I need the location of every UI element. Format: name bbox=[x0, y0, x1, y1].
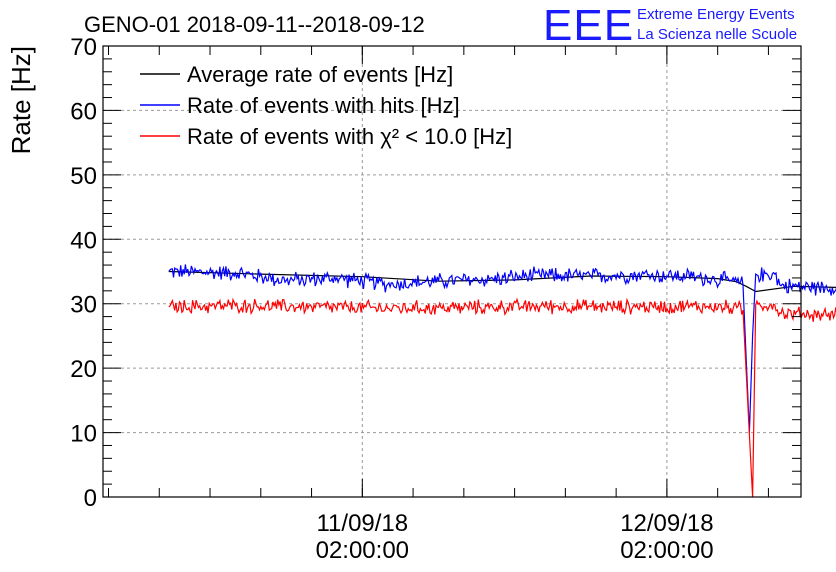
y-tick-label: 0 bbox=[84, 485, 97, 512]
chart-title: GENO-01 2018-09-11--2018-09-12 bbox=[84, 12, 425, 37]
x-tick-date: 12/09/18 bbox=[620, 510, 713, 537]
eee-logo-line2: La Scienza nelle Scuole bbox=[637, 26, 797, 43]
eee-logo-mark: EEE bbox=[543, 1, 634, 50]
legend-entry-1: Rate of events with hits [Hz] bbox=[187, 93, 460, 118]
eee-logo: EEE Extreme Energy Events La Scienza nel… bbox=[543, 1, 797, 50]
y-tick-label: 30 bbox=[70, 292, 97, 319]
x-tick-time: 02:00:00 bbox=[316, 537, 409, 564]
y-tick-label: 50 bbox=[70, 163, 97, 190]
x-tick-date: 11/09/18 bbox=[316, 510, 408, 537]
series-line-0 bbox=[168, 270, 836, 293]
axes: 01020304050607011/09/1802:00:0012/09/180… bbox=[70, 34, 802, 564]
plot-series bbox=[168, 264, 836, 498]
y-tick-label: 60 bbox=[70, 98, 97, 125]
y-tick-label: 20 bbox=[70, 356, 97, 383]
legend-entry-2: Rate of events with χ² < 10.0 [Hz] bbox=[187, 124, 512, 149]
y-tick-label: 40 bbox=[70, 227, 97, 254]
y-axis-label: Rate [Hz] bbox=[6, 46, 36, 154]
y-tick-label: 10 bbox=[70, 421, 97, 448]
legend: Average rate of events [Hz] Rate of event… bbox=[140, 62, 512, 149]
series-line-2 bbox=[168, 297, 836, 498]
eee-logo-line1: Extreme Energy Events bbox=[637, 6, 795, 23]
y-tick-label: 70 bbox=[70, 34, 97, 61]
series-line-1 bbox=[168, 264, 836, 433]
x-tick-time: 02:00:00 bbox=[620, 537, 713, 564]
legend-entry-0: Average rate of events [Hz] bbox=[187, 62, 453, 87]
plot-frame bbox=[102, 45, 802, 498]
